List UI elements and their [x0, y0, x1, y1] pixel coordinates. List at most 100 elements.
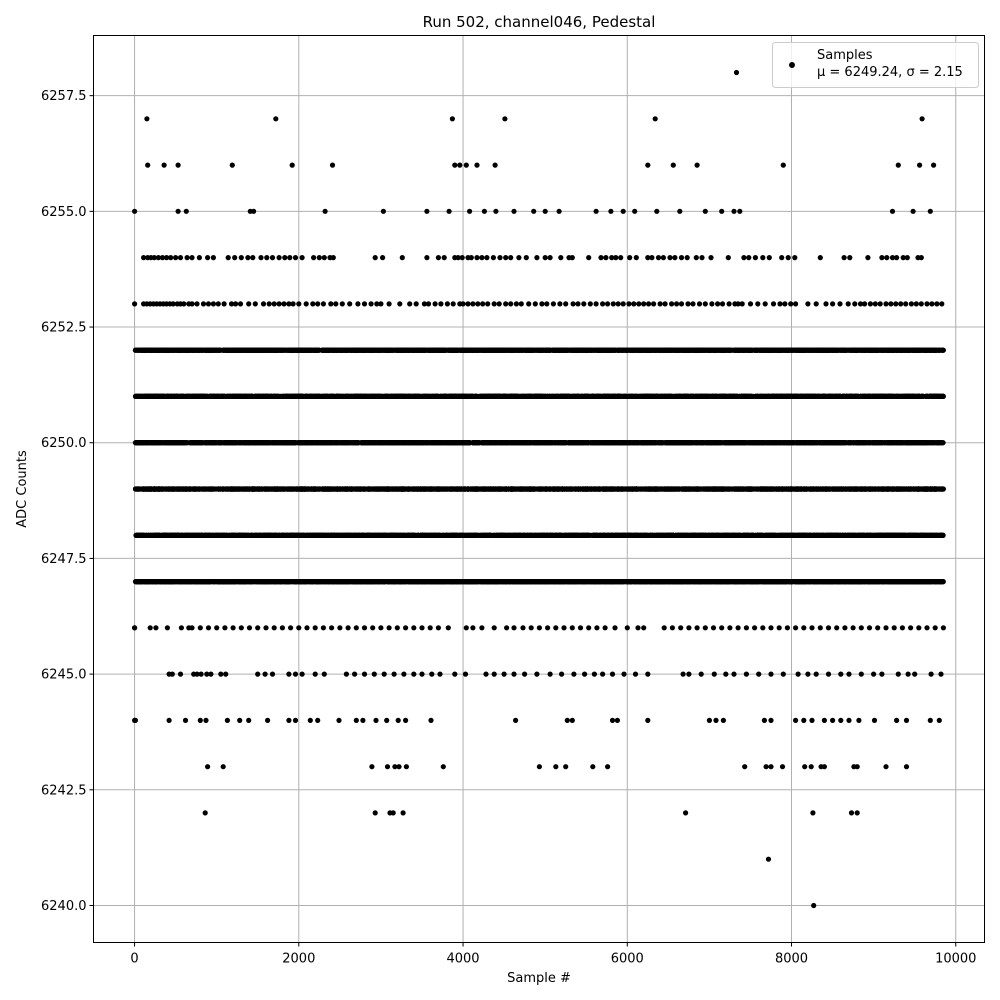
- data-point: [805, 671, 811, 677]
- data-point: [483, 671, 489, 677]
- data-point: [685, 579, 691, 585]
- data-point: [304, 579, 310, 585]
- data-point: [899, 625, 906, 631]
- data-point: [743, 625, 750, 631]
- data-point: [643, 579, 649, 585]
- data-point: [144, 116, 150, 122]
- data-point: [504, 625, 510, 631]
- data-point: [376, 579, 382, 585]
- data-point: [401, 671, 407, 677]
- data-point: [916, 625, 922, 631]
- data-point: [801, 579, 807, 585]
- data-point: [719, 625, 725, 631]
- data-point: [224, 717, 230, 724]
- data-point: [424, 579, 430, 585]
- data-point: [912, 671, 918, 677]
- data-point: [842, 625, 848, 631]
- data-point: [686, 625, 692, 631]
- data-point: [779, 764, 786, 770]
- data-point: [270, 579, 276, 585]
- data-point: [719, 208, 725, 214]
- data-point: [427, 625, 433, 631]
- data-point: [250, 579, 256, 585]
- data-point: [694, 162, 700, 168]
- data-point: [467, 579, 473, 585]
- data-point: [463, 625, 469, 631]
- data-point: [614, 717, 621, 724]
- data-point: [784, 625, 791, 631]
- data-point: [255, 671, 261, 677]
- data-point: [520, 625, 526, 631]
- data-point: [198, 671, 204, 677]
- data-point: [360, 717, 366, 724]
- data-point: [632, 208, 638, 214]
- data-point: [571, 671, 577, 677]
- data-point: [537, 579, 543, 585]
- data-point: [564, 579, 570, 585]
- data-point: [353, 717, 359, 724]
- data-point: [702, 208, 708, 214]
- data-point: [384, 717, 390, 724]
- data-point: [511, 208, 517, 214]
- data-point: [886, 579, 892, 585]
- data-point: [577, 625, 584, 631]
- data-point: [197, 717, 203, 724]
- data-point: [810, 579, 816, 585]
- data-point: [442, 579, 448, 585]
- data-point: [183, 208, 189, 214]
- data-point: [802, 764, 808, 770]
- data-point: [288, 625, 294, 631]
- data-point: [263, 625, 269, 631]
- data-point: [809, 717, 815, 724]
- data-point: [258, 579, 264, 585]
- data-point: [446, 208, 452, 214]
- data-points: [132, 69, 947, 909]
- data-point: [329, 625, 335, 631]
- data-point: [919, 116, 925, 122]
- data-point: [654, 208, 660, 214]
- chart-title: Run 502, channel046, Pedestal: [423, 13, 656, 31]
- data-point: [658, 579, 665, 585]
- data-point: [817, 579, 823, 585]
- data-point: [161, 162, 167, 168]
- data-point: [145, 162, 151, 168]
- data-point: [698, 671, 704, 677]
- data-point: [419, 671, 425, 677]
- data-point: [927, 717, 933, 724]
- data-point: [179, 579, 185, 585]
- data-point: [927, 208, 933, 214]
- data-point: [457, 579, 463, 585]
- data-point: [448, 579, 454, 585]
- data-point: [641, 625, 647, 631]
- data-point: [879, 671, 885, 677]
- data-point: [174, 579, 180, 585]
- data-point: [506, 579, 512, 585]
- data-point: [536, 764, 543, 770]
- data-point: [891, 625, 897, 631]
- data-point: [834, 625, 840, 631]
- data-point: [353, 625, 359, 631]
- data-point: [858, 671, 864, 677]
- data-point: [612, 625, 618, 631]
- data-point: [185, 579, 191, 585]
- data-point: [536, 625, 543, 631]
- data-point: [424, 208, 430, 214]
- data-point: [626, 579, 633, 585]
- data-point: [850, 625, 856, 631]
- data-point: [590, 764, 596, 770]
- data-point: [411, 671, 417, 677]
- data-point: [910, 208, 916, 214]
- data-point: [395, 717, 401, 724]
- data-point: [144, 579, 150, 585]
- data-point: [517, 579, 524, 585]
- data-point: [848, 579, 854, 585]
- data-point: [564, 717, 570, 724]
- data-point: [513, 717, 519, 724]
- data-point: [286, 671, 292, 677]
- data-point: [449, 116, 455, 122]
- data-point: [462, 671, 469, 677]
- data-point: [491, 671, 497, 677]
- data-point: [908, 625, 914, 631]
- data-point: [635, 625, 641, 631]
